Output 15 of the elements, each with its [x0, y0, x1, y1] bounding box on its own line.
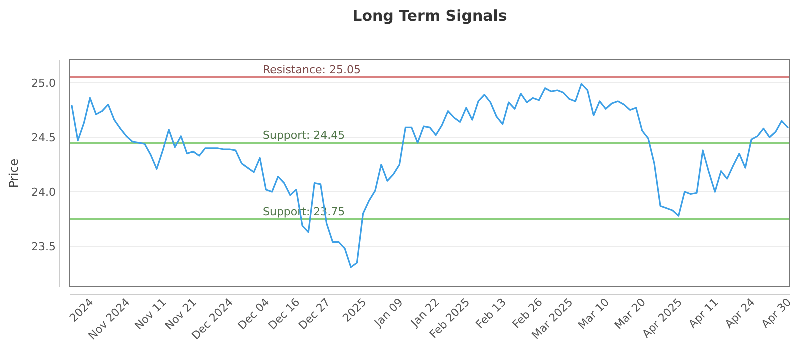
y-tick-label: 25.0 — [32, 76, 56, 90]
chart-title: Long Term Signals — [352, 7, 508, 25]
x-tick-label: Apr 11 — [686, 296, 722, 331]
ref-line-label: Resistance: 25.05 — [263, 63, 361, 76]
ref-line-label: Support: 24.45 — [263, 128, 346, 142]
line-series — [71, 83, 789, 268]
y-axis-title: Price — [7, 158, 21, 188]
x-tick-label: Jan 09 — [372, 296, 406, 330]
y-tick-label: 24.5 — [32, 131, 56, 144]
x-tick-label: Mar 10 — [576, 296, 612, 332]
x-tick-label: Apr 30 — [759, 296, 794, 331]
x-tick-label: Feb 13 — [474, 296, 509, 332]
x-tick-label: Apr 24 — [722, 296, 758, 331]
y-tick-label: 24.0 — [32, 186, 56, 200]
y-tick-label: 23.5 — [32, 240, 56, 254]
